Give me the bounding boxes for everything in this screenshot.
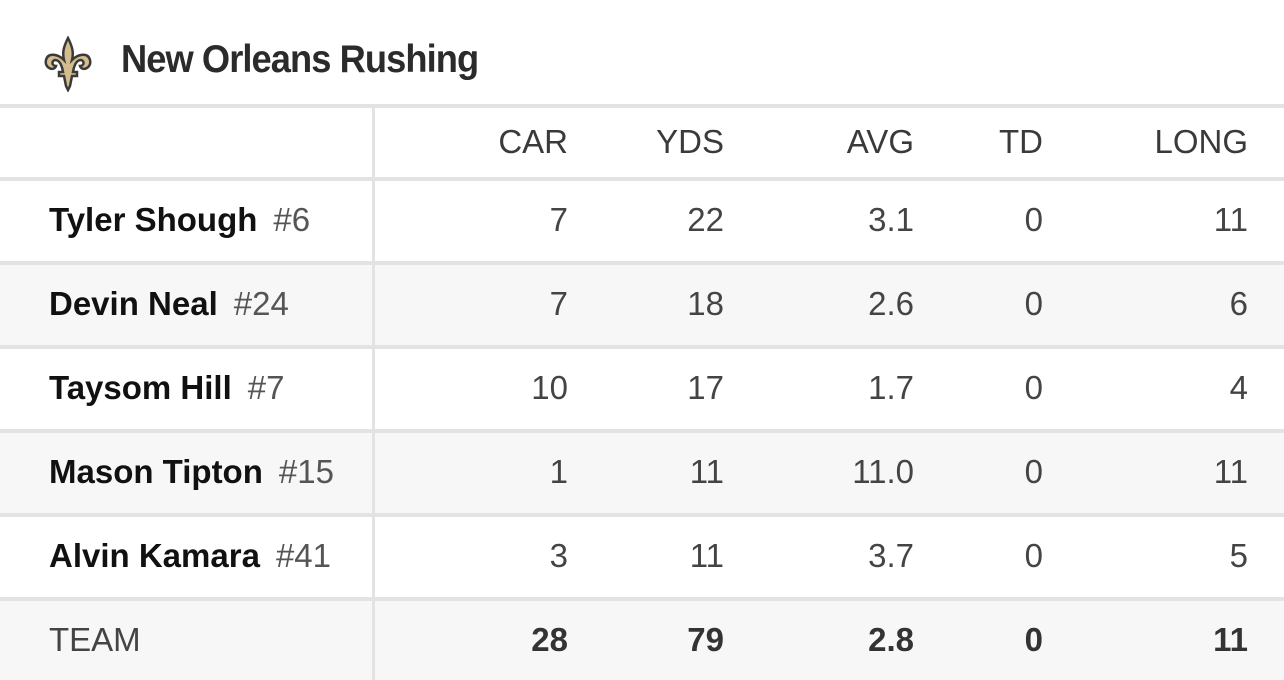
stat-yds: 11 [689,537,724,574]
stat-avg: 3.7 [868,537,914,574]
player-cell: Alvin Kamara #41 [49,537,331,575]
divider [0,261,1284,265]
player-cell: Taysom Hill #7 [49,369,285,407]
column-header-avg[interactable]: AVG [846,123,914,160]
stat-avg: 1.7 [868,369,914,406]
column-header-long[interactable]: LONG [1154,123,1248,160]
stat-long: 5 [1229,537,1248,574]
column-header-td[interactable]: TD [999,123,1043,160]
stat-avg: 11.0 [852,453,914,490]
stat-long: 11 [1213,201,1248,238]
stat-td: 0 [1024,201,1043,238]
divider [0,513,1284,517]
fleur-de-lis-icon [44,36,92,92]
table-row[interactable]: Devin Neal #24 7 18 2.6 0 6 [0,265,1284,345]
table-row[interactable]: Tyler Shough #6 7 22 3.1 0 11 [0,181,1284,261]
stat-long: 11 [1213,453,1248,490]
jersey-number: #15 [278,453,334,490]
stat-yds: 18 [687,285,724,322]
divider [0,597,1284,601]
player-cell: Devin Neal #24 [49,285,289,323]
player-name[interactable]: Devin Neal [49,285,218,322]
divider [0,345,1284,349]
column-divider [372,104,375,680]
player-name[interactable]: Alvin Kamara [49,537,260,574]
player-name[interactable]: Mason Tipton [49,453,263,490]
stat-td: 0 [1024,285,1043,322]
player-cell: Mason Tipton #15 [49,453,334,491]
stat-yds: 11 [689,453,724,490]
team-stat-avg: 2.8 [868,621,914,658]
stat-car: 3 [549,537,568,574]
team-label: TEAM [49,621,141,658]
table-title-bar: New Orleans Rushing [0,0,1284,104]
stat-td: 0 [1024,453,1043,490]
player-name[interactable]: Taysom Hill [49,369,232,406]
stat-avg: 3.1 [868,201,914,238]
stat-td: 0 [1024,537,1043,574]
player-cell: Tyler Shough #6 [49,201,310,239]
jersey-number: #24 [233,285,289,322]
stat-car: 10 [531,369,568,406]
column-header-car[interactable]: CAR [498,123,568,160]
stat-avg: 2.6 [868,285,914,322]
stat-car: 7 [549,201,568,238]
column-header-yds[interactable]: YDS [656,123,724,160]
jersey-number: #6 [273,201,311,238]
stat-long: 4 [1229,369,1248,406]
divider [0,429,1284,433]
stat-long: 6 [1229,285,1248,322]
stat-td: 0 [1024,369,1043,406]
stat-car: 1 [549,453,568,490]
team-total-row: TEAM 28 79 2.8 0 11 [0,601,1284,680]
stat-car: 7 [549,285,568,322]
team-stat-td: 0 [1024,621,1043,658]
stat-yds: 17 [687,369,724,406]
header-row: CAR YDS AVG TD LONG [0,108,1284,177]
table-row[interactable]: Mason Tipton #15 1 11 11.0 0 11 [0,433,1284,513]
team-stat-car: 28 [531,621,568,658]
table-row[interactable]: Alvin Kamara #41 3 11 3.7 0 5 [0,517,1284,597]
team-stat-yds: 79 [687,621,724,658]
divider [0,177,1284,181]
divider [0,104,1284,108]
jersey-number: #7 [247,369,285,406]
team-stat-long: 11 [1213,621,1248,658]
stat-yds: 22 [687,201,724,238]
jersey-number: #41 [275,537,331,574]
player-name[interactable]: Tyler Shough [49,201,258,238]
page-title: New Orleans Rushing [121,38,479,81]
table-row[interactable]: Taysom Hill #7 10 17 1.7 0 4 [0,349,1284,429]
